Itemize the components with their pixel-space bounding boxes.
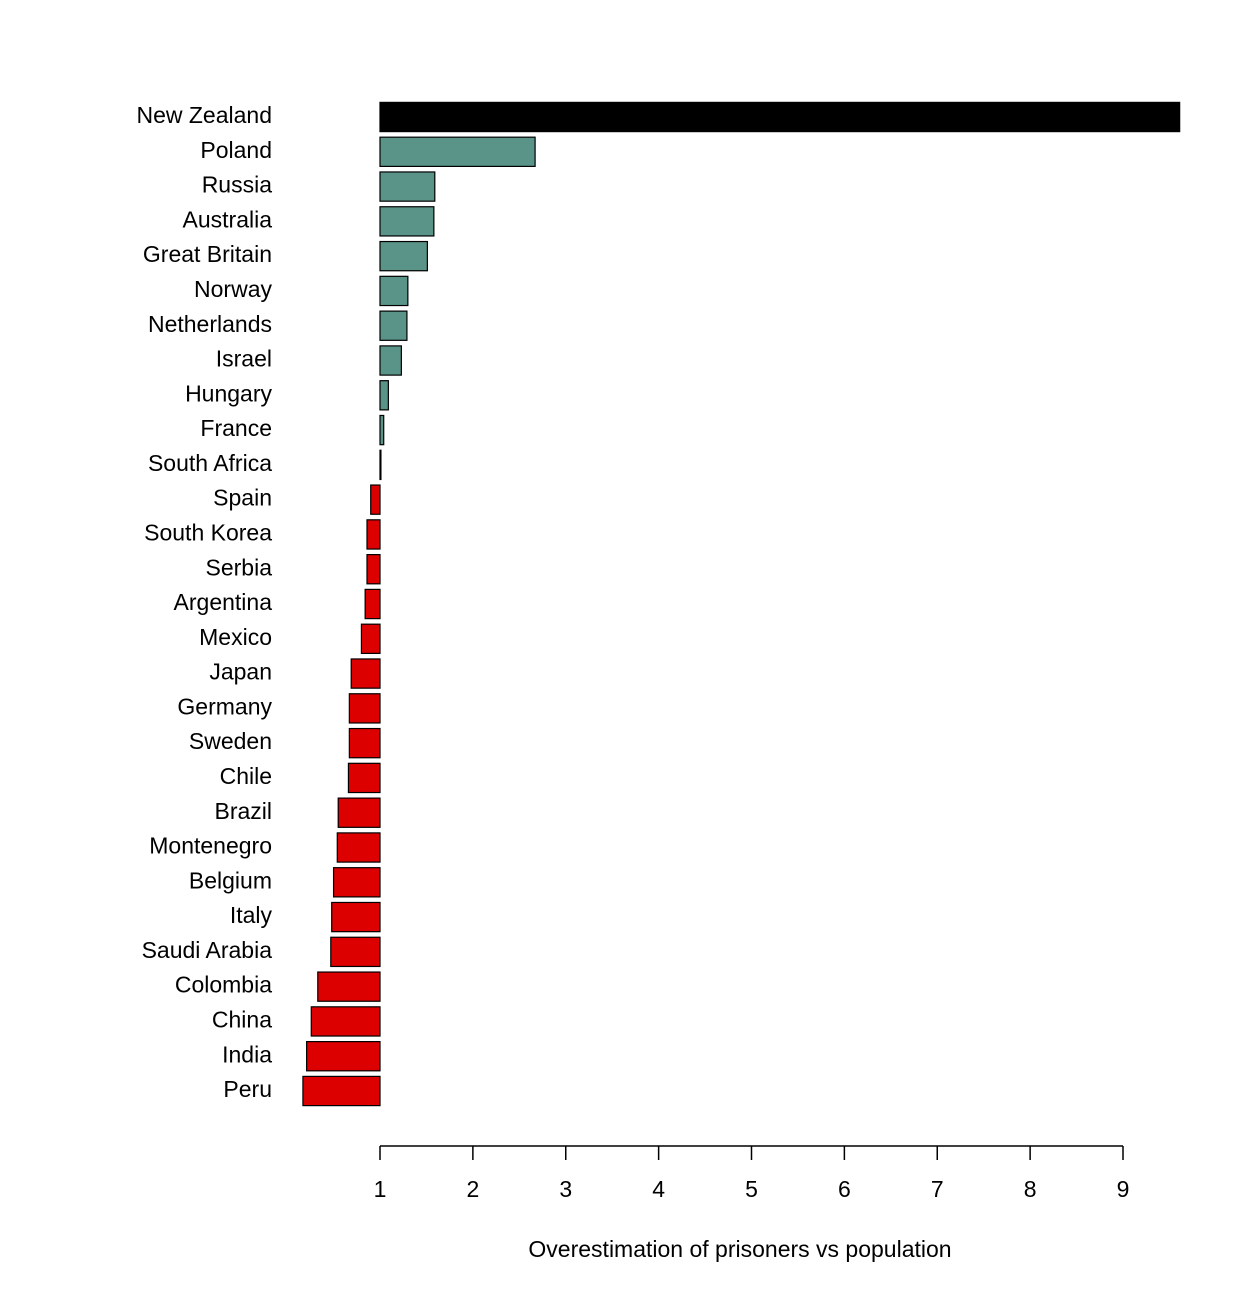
y-tick-label: France: [200, 415, 272, 441]
x-tick-label: 7: [931, 1176, 944, 1202]
bar: [379, 240, 428, 272]
bar: [337, 797, 381, 828]
y-tick-label: Australia: [183, 206, 273, 232]
x-tick-label: 2: [466, 1176, 479, 1202]
y-tick-label: Argentina: [174, 589, 273, 615]
bar: [306, 1041, 381, 1072]
x-tick-label: 1: [374, 1176, 387, 1202]
y-tick-label: Peru: [223, 1076, 272, 1102]
bar: [332, 867, 381, 898]
bar: [331, 901, 381, 933]
bar: [366, 519, 381, 550]
y-tick-label: Netherlands: [148, 311, 272, 337]
y-tick-label: Poland: [200, 137, 272, 163]
x-tick-label: 4: [652, 1176, 665, 1202]
bar: [379, 449, 382, 481]
x-axis-label: Overestimation of prisoners vs populatio…: [528, 1236, 951, 1262]
y-tick-label: Japan: [209, 659, 272, 685]
bar: [379, 345, 402, 376]
bar: [336, 832, 381, 863]
bar: [347, 762, 381, 794]
y-tick-label: India: [222, 1041, 272, 1067]
bar: [348, 693, 381, 724]
y-tick-label: Montenegro: [149, 833, 272, 859]
x-tick-label: 9: [1117, 1176, 1130, 1202]
bar: [379, 171, 436, 202]
bar: [379, 101, 1181, 133]
x-tick-label: 3: [559, 1176, 572, 1202]
y-tick-label: Sweden: [189, 728, 272, 754]
y-tick-label: Russia: [202, 172, 273, 198]
bar: [379, 310, 408, 341]
y-tick-label: Colombia: [175, 972, 272, 998]
y-tick-label: Israel: [216, 346, 272, 372]
x-tick-label: 6: [838, 1176, 851, 1202]
bar: [302, 1075, 381, 1107]
y-tick-label: Mexico: [199, 624, 272, 650]
bar: [348, 727, 381, 759]
bar: [350, 658, 381, 689]
bar: [379, 136, 536, 167]
x-tick-label: 5: [745, 1176, 758, 1202]
y-tick-label: Brazil: [214, 798, 272, 824]
y-tick-label: Spain: [213, 485, 272, 511]
y-tick-label: Saudi Arabia: [142, 937, 273, 963]
bar: [366, 554, 381, 585]
y-tick-label: Germany: [177, 693, 272, 719]
bar: [379, 380, 389, 411]
y-tick-label: Chile: [220, 763, 272, 789]
y-tick-label: Italy: [230, 902, 273, 928]
y-tick-label: South Africa: [148, 450, 272, 476]
y-tick-label: Serbia: [206, 554, 273, 580]
y-tick-label: China: [212, 1007, 272, 1033]
bar: [317, 971, 381, 1002]
y-tick-label: Hungary: [185, 380, 272, 406]
bar: [379, 206, 435, 237]
bar: [370, 484, 381, 515]
bar: [364, 588, 381, 620]
y-tick-label: Great Britain: [143, 241, 272, 267]
bar: [310, 1006, 381, 1037]
y-tick-label: South Korea: [144, 520, 272, 546]
bar: [379, 275, 409, 307]
y-tick-label: New Zealand: [136, 102, 272, 128]
bar: [330, 936, 381, 968]
y-tick-label: Norway: [194, 276, 272, 302]
x-tick-label: 8: [1024, 1176, 1037, 1202]
y-tick-label: Belgium: [189, 867, 272, 893]
bar: [379, 414, 385, 446]
bar: [360, 623, 381, 654]
